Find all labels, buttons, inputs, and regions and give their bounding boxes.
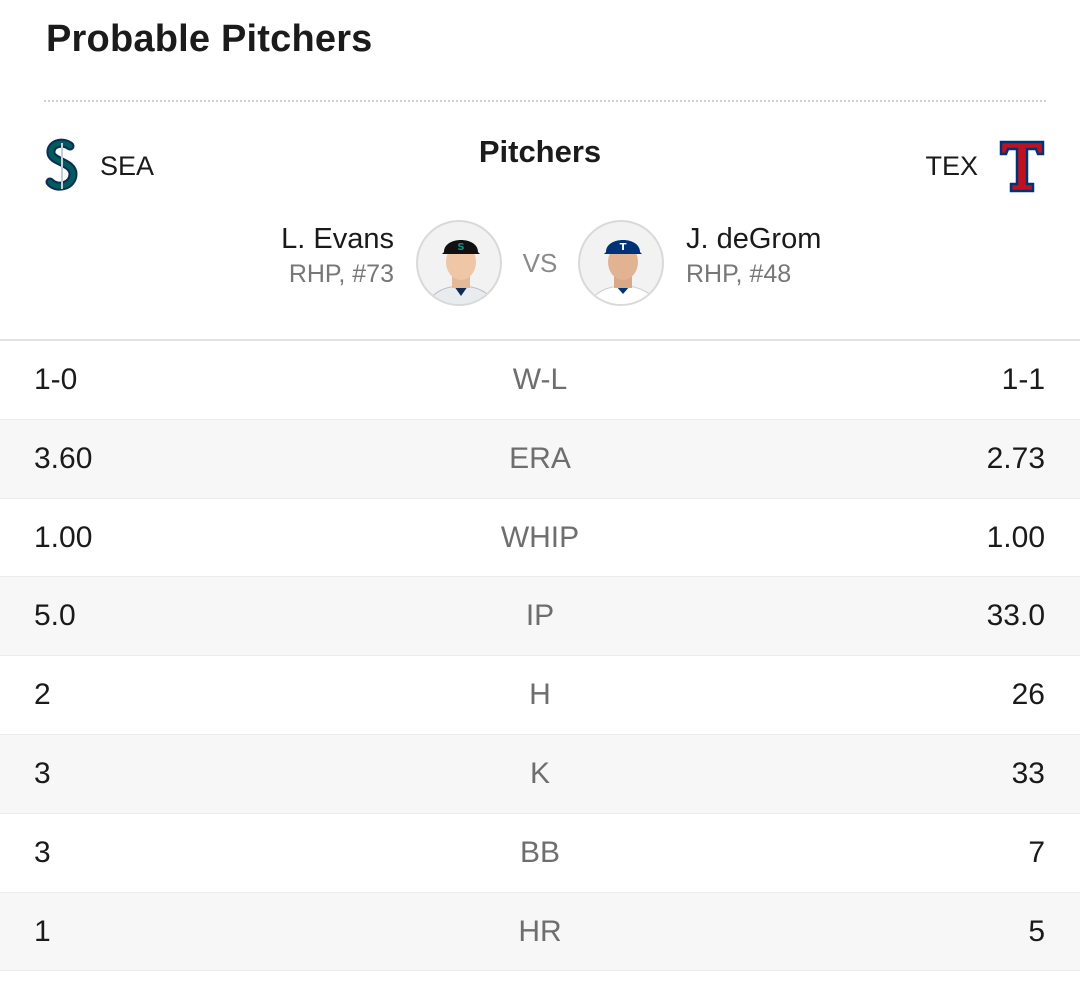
- away-pitcher-info[interactable]: L. Evans RHP, #73: [281, 222, 394, 292]
- mariners-logo-icon: [44, 138, 80, 194]
- pitchers-heading: Pitchers: [478, 134, 602, 169]
- home-pitcher-name[interactable]: J. deGrom: [686, 223, 822, 255]
- away-team[interactable]: SEA: [44, 136, 154, 196]
- stat-row-bb: 3 BB 7: [0, 814, 1080, 893]
- away-pitcher-name[interactable]: L. Evans: [281, 223, 394, 255]
- home-team[interactable]: TEX: [925, 136, 1046, 196]
- stat-row-era: 3.60 ERA 2.73: [0, 419, 1080, 499]
- stat-row-ip: 5.0 IP 33.0: [0, 577, 1080, 657]
- away-stat-value: 1.00: [34, 520, 93, 554]
- stat-label: ERA: [509, 441, 571, 475]
- stat-label: BB: [519, 835, 561, 869]
- away-stat-value: 3.60: [34, 441, 93, 475]
- home-pitcher-meta: RHP, #48: [686, 260, 792, 288]
- rangers-logo-icon: [998, 138, 1046, 194]
- stat-row-w-l: 1-0 W-L 1-1: [0, 341, 1080, 420]
- away-pitcher-headshot[interactable]: S: [416, 220, 502, 306]
- stat-label: WHIP: [500, 520, 580, 554]
- stats-table: 1-0 W-L 1-1 3.60 ERA 2.73 1.00 WHIP 1.00…: [0, 339, 1080, 972]
- home-stat-value: 33.0: [986, 599, 1045, 633]
- stat-label: IP: [525, 599, 555, 633]
- home-team-abbr: TEX: [925, 150, 978, 181]
- home-pitcher-info[interactable]: J. deGrom RHP, #48: [686, 222, 821, 292]
- home-stat-value: 33: [1011, 756, 1045, 790]
- away-pitcher-meta: RHP, #73: [288, 260, 394, 288]
- vs-label: VS: [522, 248, 558, 278]
- home-stat-value: 1.00: [986, 520, 1045, 554]
- home-stat-value: 5: [1028, 914, 1045, 948]
- dotted-divider: [44, 100, 1046, 102]
- stat-row-k: 3 K 33: [0, 734, 1080, 814]
- away-stat-value: 3: [34, 835, 51, 869]
- away-team-abbr: SEA: [100, 150, 155, 181]
- svg-text:S: S: [457, 242, 464, 253]
- stat-label: W-L: [512, 363, 568, 396]
- away-stat-value: 1: [34, 914, 51, 948]
- home-stat-value: 2.73: [986, 441, 1045, 475]
- home-stat-value: 26: [1011, 678, 1045, 712]
- away-stat-value: 5.0: [34, 599, 76, 633]
- section-title: Probable Pitchers: [46, 18, 373, 60]
- svg-text:T: T: [620, 242, 627, 253]
- pitcher-matchup: L. Evans RHP, #73 S VS T: [0, 220, 1080, 310]
- stat-label: K: [529, 756, 550, 790]
- home-stat-value: 7: [1028, 835, 1045, 869]
- stat-row-h: 2 H 26: [0, 656, 1080, 735]
- stat-row-hr: 1 HR 5: [0, 892, 1080, 972]
- stat-label: HR: [518, 914, 562, 948]
- away-stat-value: 2: [34, 678, 51, 712]
- away-stat-value: 1-0: [34, 363, 78, 396]
- away-stat-value: 3: [34, 756, 51, 790]
- stat-row-whip: 1.00 WHIP 1.00: [0, 499, 1080, 578]
- stat-label: H: [529, 678, 551, 712]
- home-pitcher-headshot[interactable]: T: [578, 220, 664, 306]
- home-stat-value: 1-1: [1001, 363, 1045, 396]
